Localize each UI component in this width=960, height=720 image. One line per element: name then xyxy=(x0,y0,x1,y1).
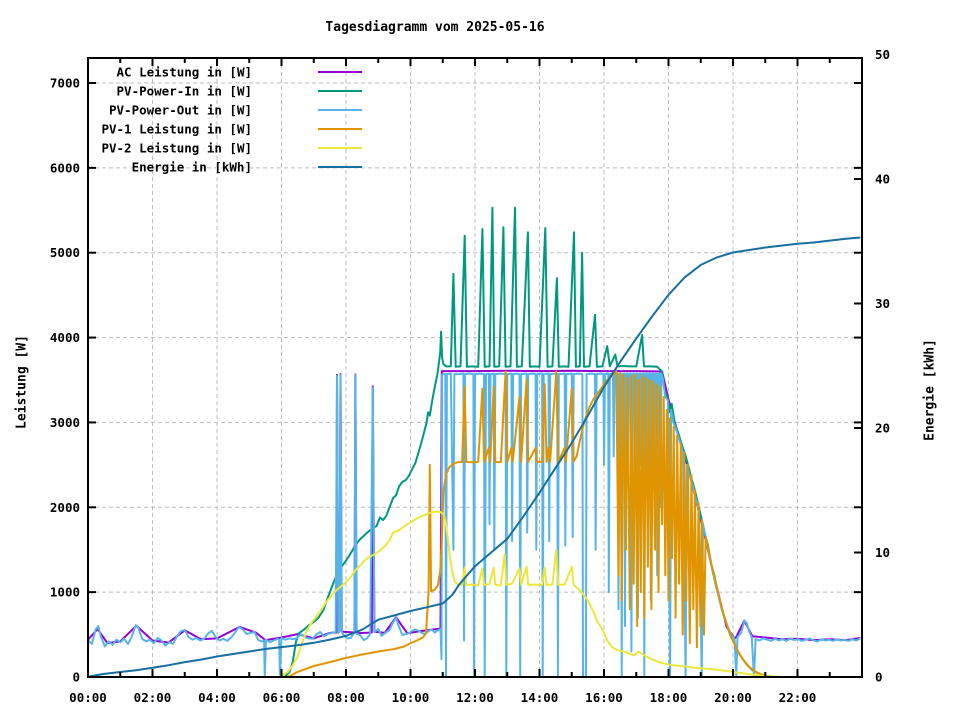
series-line-pv-2-leistung-in-w xyxy=(277,510,784,677)
x-tick-label: 16:00 xyxy=(585,690,623,705)
x-tick-label: 00:00 xyxy=(69,690,107,705)
chart-title: Tagesdiagramm vom 2025-05-16 xyxy=(325,20,545,35)
x-tick-label: 06:00 xyxy=(263,690,301,705)
y-right-tick-label: 40 xyxy=(875,172,890,187)
y-right-tick-label: 0 xyxy=(875,670,883,685)
legend-label: PV-1 Leistung in [W] xyxy=(101,122,252,137)
x-tick-label: 10:00 xyxy=(392,690,430,705)
series-line-pv-1-leistung-in-w xyxy=(287,370,774,677)
legend-item-energie-in-kwh: Energie in [kWh] xyxy=(132,160,362,175)
legend-label: PV-Power-Out in [W] xyxy=(109,103,252,118)
y-left-tick-label: 7000 xyxy=(50,76,80,91)
y-right-tick-label: 50 xyxy=(875,47,890,62)
series-group xyxy=(88,206,861,677)
y-left-tick-label: 4000 xyxy=(50,330,80,345)
series-line-pv-power-out-in-w xyxy=(88,372,861,677)
y-left-tick-label: 5000 xyxy=(50,245,80,260)
y-right-tick-label: 10 xyxy=(875,545,890,560)
x-tick-label: 20:00 xyxy=(714,690,752,705)
legend-label: PV-Power-In in [W] xyxy=(117,84,252,99)
y-right-tick-label: 20 xyxy=(875,421,890,436)
x-tick-label: 22:00 xyxy=(779,690,817,705)
legend-label: PV-2 Leistung in [W] xyxy=(101,141,252,156)
legend-item-pv-power-in-in-w: PV-Power-In in [W] xyxy=(117,84,362,99)
tick-labels: 0 1000 2000 3000 4000 5000 6000 7000 0 10 20 30 40 50… xyxy=(50,47,890,705)
legend-item-ac-leistung-in-w: AC Leistung in [W] xyxy=(117,65,362,80)
x-tick-label: 14:00 xyxy=(521,690,559,705)
x-tick-label: 08:00 xyxy=(327,690,365,705)
legend-label: Energie in [kWh] xyxy=(132,160,252,175)
x-tick-label: 12:00 xyxy=(456,690,494,705)
legend-item-pv-2-leistung-in-w: PV-2 Leistung in [W] xyxy=(101,141,362,156)
y-left-tick-label: 2000 xyxy=(50,500,80,515)
x-tick-label: 02:00 xyxy=(134,690,172,705)
legend-label: AC Leistung in [W] xyxy=(117,65,252,80)
y-right-tick-label: 30 xyxy=(875,296,890,311)
axes xyxy=(87,57,863,678)
y-left-tick-label: 0 xyxy=(72,670,80,685)
y-left-tick-label: 3000 xyxy=(50,415,80,430)
series-line-pv-power-in-in-w xyxy=(283,206,779,677)
legend-item-pv-1-leistung-in-w: PV-1 Leistung in [W] xyxy=(101,122,362,137)
x-tick-label: 04:00 xyxy=(198,690,236,705)
series-line-energie-in-kwh xyxy=(89,236,861,677)
legend: AC Leistung in [W] PV-Power-In in [W] PV-P… xyxy=(101,65,362,175)
x-tick-label: 18:00 xyxy=(650,690,688,705)
y-left-tick-label: 6000 xyxy=(50,160,80,175)
y-left-tick-label: 1000 xyxy=(50,585,80,600)
legend-item-pv-power-out-in-w: PV-Power-Out in [W] xyxy=(109,103,362,118)
